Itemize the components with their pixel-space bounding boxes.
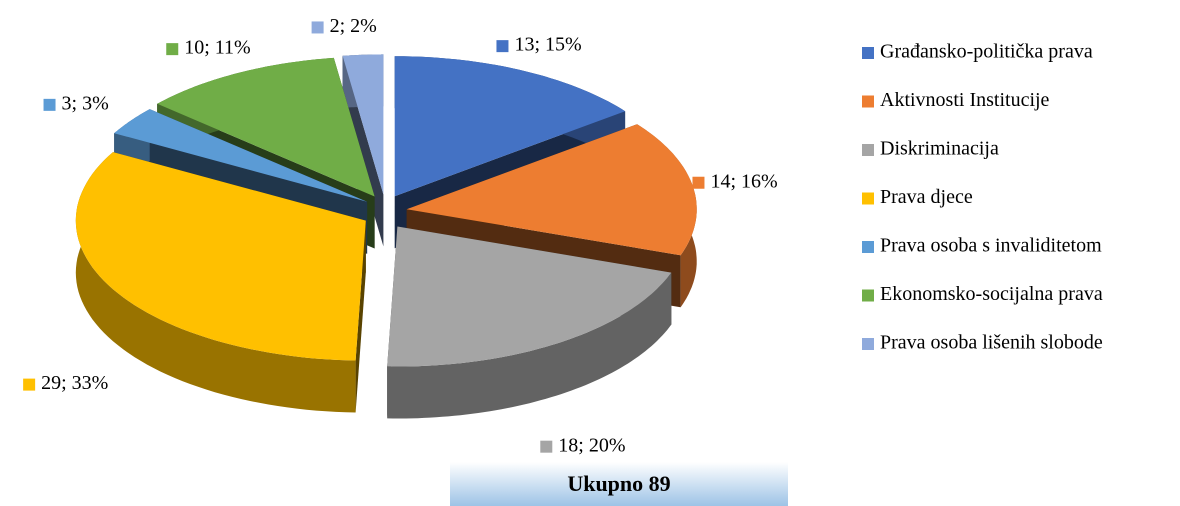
data-label: 13; 15% bbox=[514, 34, 581, 56]
label-swatch bbox=[166, 43, 179, 56]
legend-swatch bbox=[862, 144, 874, 156]
slice-top bbox=[342, 54, 384, 195]
slice-top bbox=[394, 56, 626, 197]
legend-swatch bbox=[862, 95, 874, 108]
legend-label: Prava osoba s invaliditetom bbox=[880, 235, 1102, 257]
legend-label: Aktivnosti Institucije bbox=[880, 89, 1050, 111]
slice-wall bbox=[75, 152, 356, 413]
legend-swatch bbox=[862, 241, 874, 253]
slice-top bbox=[75, 152, 366, 361]
label-swatch bbox=[692, 176, 705, 189]
label-swatch bbox=[496, 40, 509, 53]
legend-label: Ekonomsko-socijalna prava bbox=[880, 283, 1103, 305]
slice-wall bbox=[387, 272, 672, 419]
pie-slice bbox=[75, 152, 366, 413]
slice-top bbox=[114, 109, 368, 202]
legend-swatch bbox=[862, 47, 874, 59]
label-swatch bbox=[43, 98, 56, 111]
data-label: 3; 3% bbox=[62, 92, 109, 114]
slice-top bbox=[387, 226, 672, 367]
data-label: 10; 11% bbox=[184, 37, 250, 59]
legend-label: Građansko-politička prava bbox=[880, 41, 1093, 63]
label-swatch bbox=[540, 440, 553, 453]
pie-slice bbox=[387, 226, 672, 419]
total-label: Ukupno 89 bbox=[450, 462, 788, 506]
legend-swatch bbox=[862, 289, 874, 302]
slice-top bbox=[157, 57, 375, 197]
slice-top bbox=[406, 124, 697, 256]
data-label: 29; 33% bbox=[41, 372, 108, 394]
legend-swatch bbox=[862, 192, 874, 205]
data-label: 14; 16% bbox=[710, 170, 777, 192]
legend-label: Diskriminacija bbox=[880, 138, 999, 160]
label-swatch bbox=[311, 21, 324, 34]
legend-label: Prava osoba lišenih slobode bbox=[880, 332, 1103, 354]
label-swatch bbox=[23, 378, 36, 391]
data-label: 18; 20% bbox=[558, 434, 625, 456]
legend-label: Prava djece bbox=[880, 186, 973, 208]
legend-swatch bbox=[862, 338, 874, 350]
data-label: 2; 2% bbox=[330, 15, 377, 37]
